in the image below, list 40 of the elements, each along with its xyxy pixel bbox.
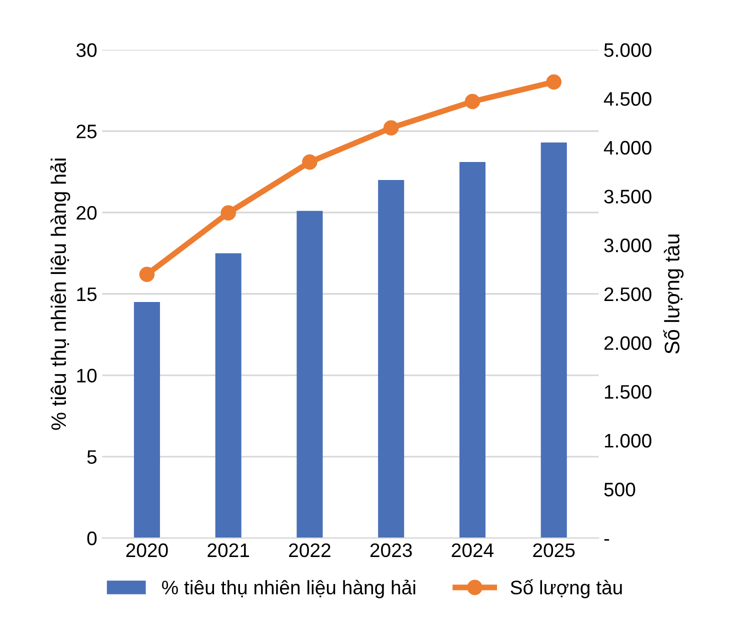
y-tick-label: 15: [77, 288, 97, 302]
x-tick-label: 2025: [533, 543, 575, 558]
y-tick-label: 0: [87, 532, 97, 546]
y-tick-label: 10: [77, 368, 97, 383]
point: [464, 94, 480, 110]
bar: [459, 162, 486, 538]
y2-tick-label: 5.000: [604, 43, 652, 57]
y-tick-label: 5: [87, 450, 97, 464]
point: [302, 154, 318, 170]
y2-tick-label: 3.000: [604, 238, 652, 252]
y2-axis-title: Số lượng tàu: [663, 234, 684, 354]
x-tick-label: 2022: [289, 543, 330, 558]
y2-tick-label: 500: [604, 482, 636, 496]
point: [220, 205, 236, 220]
bar: [540, 142, 567, 538]
x-tick-label: 2023: [370, 543, 412, 558]
y-axis-title: % tiêu thụ nhiên liệu hàng hải: [50, 158, 70, 430]
x-tick-label: 2020: [126, 543, 168, 558]
legend-label: Số lượng tàu: [510, 579, 622, 598]
y2-tick-label: 4.500: [604, 92, 652, 106]
point: [383, 120, 399, 136]
y2-tick-label: 1.500: [604, 385, 652, 399]
x-tick-label: 2024: [452, 543, 494, 558]
y2-tick-label: 4.000: [604, 140, 652, 155]
y2-tick-label: -: [604, 539, 610, 541]
y-tick-label: 30: [76, 43, 97, 57]
bar: [215, 253, 242, 538]
y-tick-label: 25: [76, 124, 97, 138]
y2-tick-label: 1.000: [604, 434, 652, 448]
bar: [134, 302, 160, 538]
legend-label: % tiêu thụ nhiên liệu hàng hải: [162, 580, 416, 598]
point: [139, 266, 155, 282]
y2-tick-label: 3.500: [604, 190, 652, 204]
y-tick-label: 20: [76, 206, 97, 220]
bar: [378, 180, 404, 538]
bar: [296, 210, 323, 538]
y2-tick-label: 2.500: [604, 287, 652, 302]
x-tick-label: 2021: [208, 543, 250, 558]
y2-tick-label: 2.000: [604, 336, 652, 350]
point: [546, 74, 562, 90]
